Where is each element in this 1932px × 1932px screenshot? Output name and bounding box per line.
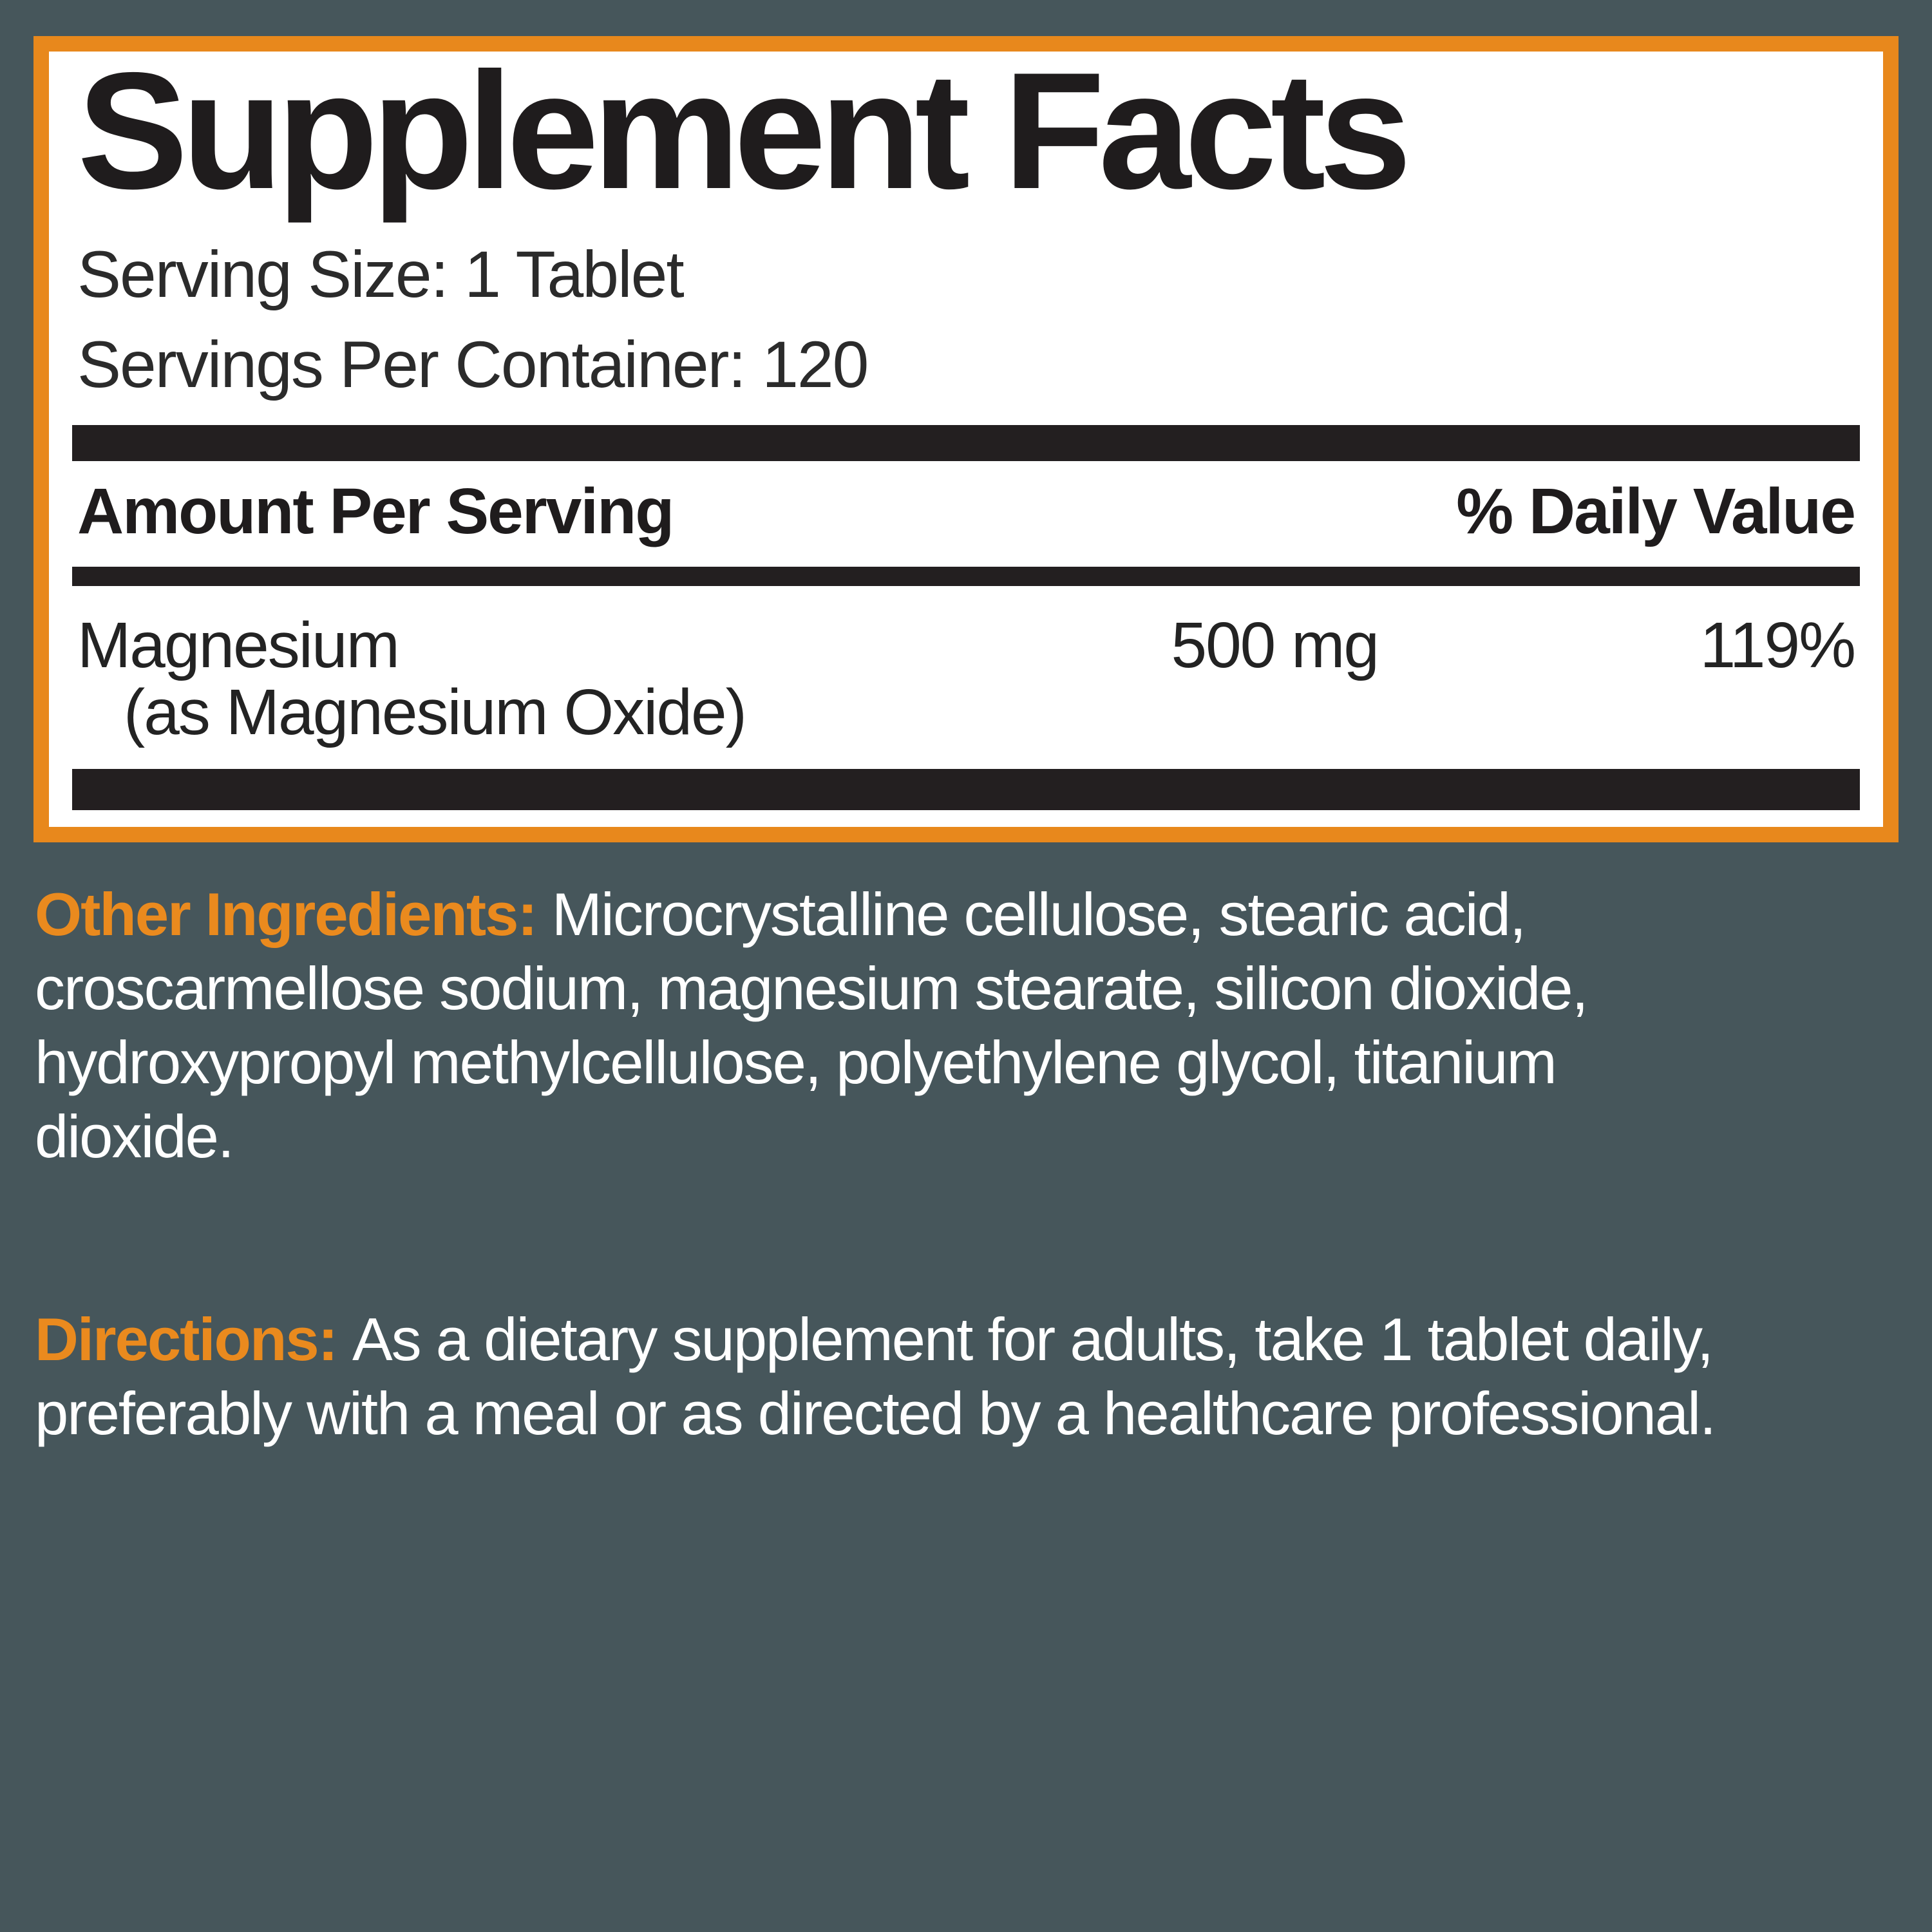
directions-line-1: Directions: As a dietary supplement for a… [35,1302,1902,1376]
panel-title: Supplement Facts [77,37,1412,223]
supplement-facts-content: Supplement Facts Serving Size: 1 Tablet … [49,48,1883,810]
directions-text: Directions: As a dietary supplement for a… [35,1302,1902,1450]
other-ingredients-line-1-text: Microcrystalline cellulose, stearic acid… [551,880,1526,948]
supplement-facts-panel: Supplement Facts Serving Size: 1 Tablet … [33,36,1899,842]
other-ingredients-text: Other Ingredients: Microcrystalline cellu… [35,877,1902,1173]
nutrient-source-detail: (as Magnesium Oxide) [124,676,747,748]
other-ingredients-line-3: hydroxypropyl methylcellulose, polyethyl… [35,1028,1557,1096]
divider-thick-top [72,425,1860,461]
nutrient-name: Magnesium [77,609,400,681]
serving-size: Serving Size: 1 Tablet [77,238,685,311]
other-ingredients-label: Other Ingredients: [35,880,538,948]
table-header-row: Amount Per Serving % Daily Value [77,475,1856,547]
directions-label: Directions: [35,1305,338,1373]
divider-thin [72,567,1860,586]
other-ingredients-line-1: Other Ingredients: Microcrystalline cellu… [35,877,1902,951]
nutrient-amount: 500 mg [1171,609,1379,681]
divider-thick-bottom [72,769,1860,810]
amount-per-serving-header: Amount Per Serving [77,475,674,547]
directions-line-2: preferably with a meal or as directed by… [35,1379,1716,1447]
daily-value-header: % Daily Value [1456,475,1856,547]
nutrient-row: Magnesium 500 mg 119% [77,609,1856,681]
nutrient-daily-value: 119% [1700,609,1856,681]
other-ingredients-line-2: croscarmellose sodium, magnesium stearat… [35,954,1589,1022]
other-ingredients-line-4: dioxide. [35,1103,234,1170]
servings-per-container: Servings Per Container: 120 [77,328,869,401]
directions-line-1-text: As a dietary supplement for adults, take… [352,1305,1714,1373]
